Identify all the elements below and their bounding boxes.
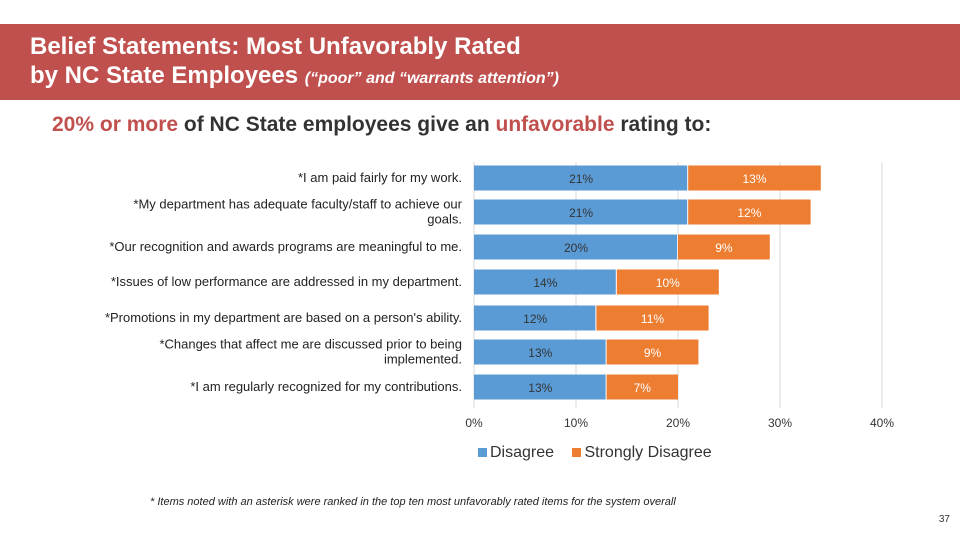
- footnote: * Items noted with an asterisk were rank…: [150, 496, 676, 508]
- bar-disagree: [474, 305, 596, 331]
- headline-prefix: 20% or more: [52, 113, 179, 136]
- legend-swatch-disagree: [478, 448, 487, 457]
- category-label: *My department has adequate faculty/staf…: [133, 197, 462, 227]
- slide-title: Belief Statements: Most Unfavorably Rate…: [30, 32, 559, 93]
- x-tick-label: 40%: [870, 416, 894, 430]
- headline-mid: of NC State employees give an: [178, 113, 496, 136]
- data-label: 11%: [641, 312, 664, 326]
- bar-strongly-disagree: [606, 374, 678, 400]
- category-label: *Our recognition and awards programs are…: [109, 239, 462, 254]
- bar-strongly-disagree: [678, 234, 770, 260]
- data-label: 20%: [564, 241, 588, 255]
- headline-suffix: rating to:: [614, 113, 712, 136]
- bar-strongly-disagree: [688, 199, 811, 225]
- bar-disagree: [474, 269, 616, 295]
- bar-disagree: [474, 339, 606, 365]
- data-label: 13%: [742, 172, 766, 186]
- bar-strongly-disagree: [616, 269, 719, 295]
- data-label: 13%: [528, 346, 552, 360]
- title-line-1: Belief Statements: Most Unfavorably Rate…: [30, 33, 521, 60]
- title-line-2: by NC State Employees: [30, 62, 299, 89]
- bar-chart: 0% 10% 20% 30% 40% *I am paid fairly for my w…: [105, 162, 894, 430]
- category-label: *Promotions in my department are based o…: [105, 310, 462, 325]
- page-number: 37: [938, 514, 950, 525]
- bar-disagree: [474, 234, 677, 260]
- data-label: 9%: [715, 241, 733, 255]
- category-label: *I am regularly recognized for my contri…: [190, 379, 462, 394]
- x-tick-label: 0%: [465, 416, 483, 430]
- x-tick-label: 30%: [768, 416, 792, 430]
- data-label: 14%: [533, 276, 557, 290]
- bar-disagree: [474, 199, 688, 225]
- x-tick-label: 10%: [564, 416, 588, 430]
- bar-strongly-disagree: [606, 339, 699, 365]
- category-label: *Issues of low performance are addressed…: [111, 274, 462, 289]
- data-label: 9%: [644, 346, 662, 360]
- title-subtitle: (“poor” and “warrants attention”): [304, 70, 559, 87]
- data-label: 13%: [528, 381, 552, 395]
- data-label: 12%: [737, 206, 761, 220]
- bar-disagree: [474, 165, 688, 191]
- legend-label-strongly-disagree: Strongly Disagree: [584, 444, 712, 461]
- headline-accent: unfavorable: [495, 113, 615, 136]
- data-label: 21%: [569, 206, 593, 220]
- bar-strongly-disagree: [596, 305, 709, 331]
- data-label: 7%: [634, 381, 652, 395]
- category-label: *Changes that affect me are discussed pr…: [159, 337, 462, 367]
- legend-item-disagree: Disagree: [478, 444, 554, 462]
- title-banner: Belief Statements: Most Unfavorably Rate…: [0, 24, 960, 100]
- category-label: *I am paid fairly for my work.: [298, 170, 462, 185]
- data-label: 10%: [656, 276, 680, 290]
- bar-strongly-disagree: [688, 165, 821, 191]
- chart-legend: Disagree Strongly Disagree: [478, 444, 726, 462]
- legend-swatch-strongly-disagree: [572, 448, 582, 457]
- bar-disagree: [474, 374, 606, 400]
- data-label: 21%: [569, 172, 593, 186]
- legend-label-disagree: Disagree: [490, 444, 555, 461]
- legend-item-strongly-disagree: Strongly Disagree: [572, 444, 712, 462]
- headline: 20% or more of NC State employees give a…: [52, 113, 711, 137]
- x-tick-label: 20%: [666, 416, 690, 430]
- data-label: 12%: [523, 312, 547, 326]
